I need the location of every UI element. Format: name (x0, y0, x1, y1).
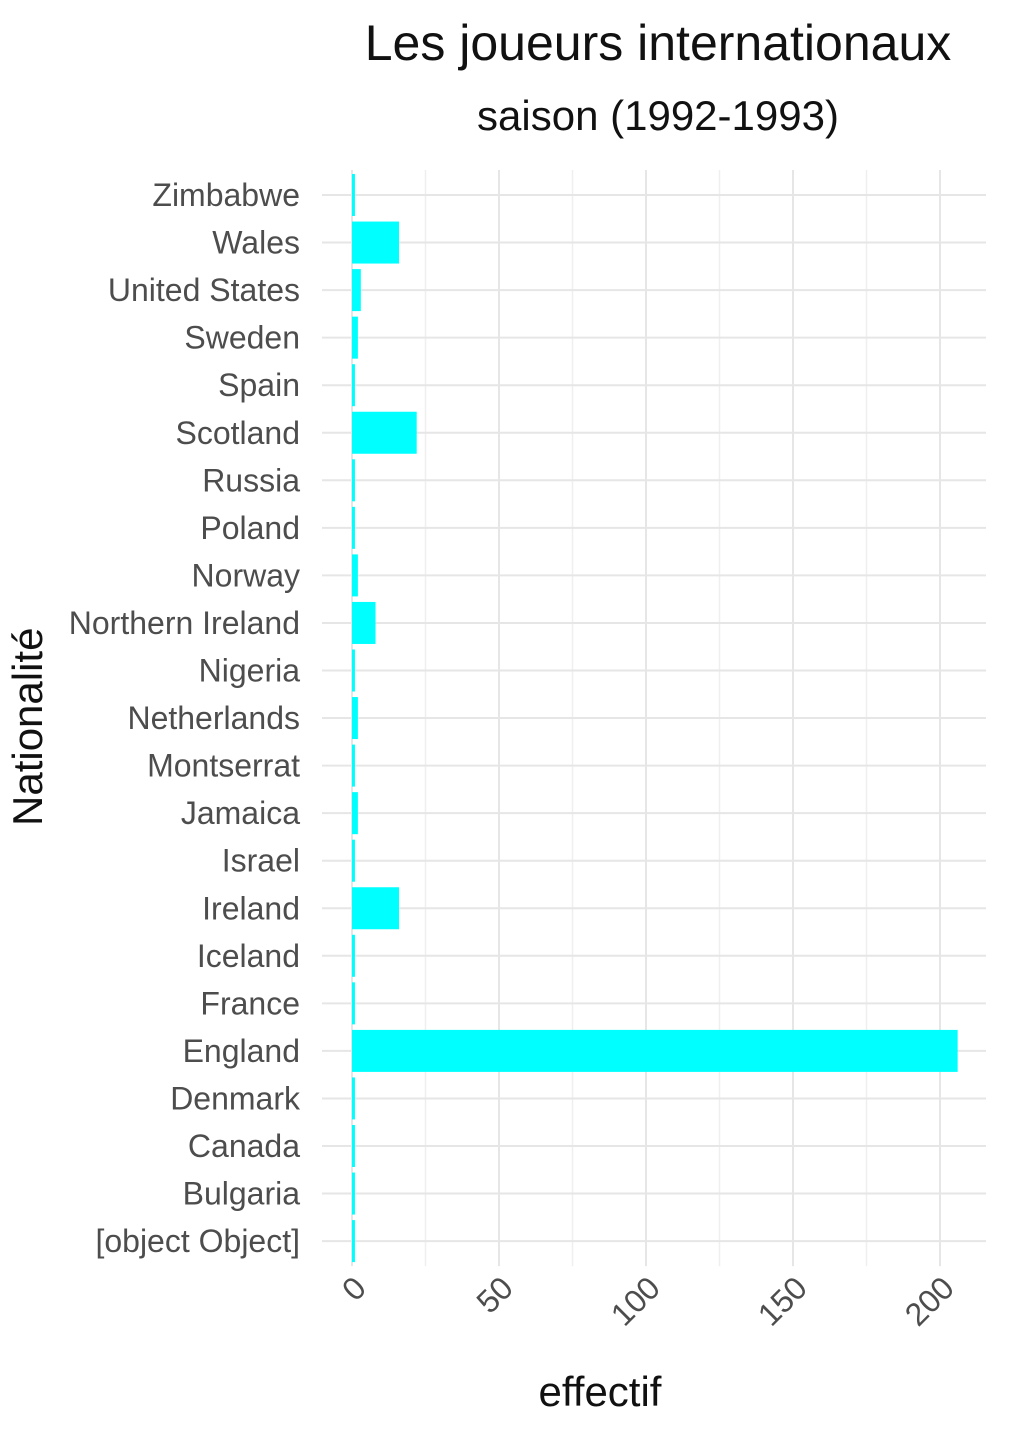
bar (352, 1077, 355, 1120)
chart-subtitle: saison (1992-1993) (477, 92, 839, 139)
bar (352, 744, 355, 787)
bar (352, 792, 358, 835)
y-tick-label: Nigeria (199, 653, 301, 689)
x-tick-labels: 0 50 100 150 200 (335, 1269, 961, 1332)
bar (352, 839, 355, 882)
y-tick-label: Northern Ireland (69, 605, 300, 641)
bar (352, 1125, 355, 1167)
bar (352, 697, 358, 740)
y-tick-label: Jamaica (181, 795, 300, 831)
bar (352, 364, 355, 407)
bar (352, 649, 355, 692)
y-tick-label: France (200, 985, 300, 1021)
y-tick-label: Canada (188, 1128, 300, 1164)
y-tick-label: Sweden (184, 320, 300, 356)
x-axis-label: effectif (538, 1368, 662, 1415)
y-tick-label: Spain (218, 367, 300, 403)
y-tick-label: Iceland (197, 938, 300, 974)
y-tick-labels: Zimbabwe Wales United States Sweden Spain Sco… (69, 177, 301, 1259)
bar (352, 1220, 355, 1263)
y-tick-label: Israel (222, 843, 300, 879)
y-tick-label: Poland (200, 510, 300, 546)
x-tick-label: 200 (898, 1269, 961, 1332)
y-tick-label: Zimbabwe (152, 177, 300, 213)
y-tick-label: Montserrat (147, 748, 300, 784)
x-tick-label: 100 (604, 1269, 667, 1332)
x-tick-label: 0 (335, 1269, 373, 1307)
bar (352, 221, 400, 264)
x-tick-label: 150 (751, 1269, 814, 1332)
bar (352, 174, 355, 216)
y-tick-label: Norway (192, 557, 300, 593)
y-tick-label: Wales (212, 225, 300, 261)
bar (352, 411, 417, 454)
bar (352, 887, 400, 930)
y-tick-label: United States (108, 272, 300, 308)
y-tick-label: [object Object] (95, 1223, 300, 1259)
y-tick-label: Russia (202, 462, 300, 498)
grid (322, 170, 986, 1267)
y-tick-label: Netherlands (127, 700, 300, 736)
y-tick-label: Scotland (175, 415, 300, 451)
bar (352, 982, 355, 1025)
bar (352, 459, 355, 502)
bar (352, 506, 355, 549)
bar (352, 601, 376, 644)
bar (352, 554, 358, 597)
bar (352, 316, 358, 359)
y-tick-label: Bulgaria (183, 1176, 301, 1212)
bars (352, 174, 958, 1263)
y-tick-label: Ireland (202, 890, 300, 926)
y-axis-label: Nationalité (4, 627, 51, 826)
x-tick-label: 50 (469, 1269, 520, 1320)
bar (352, 934, 355, 977)
bar (352, 1172, 355, 1215)
bar (352, 1029, 958, 1072)
y-tick-label: Denmark (170, 1080, 301, 1116)
bar (352, 269, 361, 312)
chart-title: Les joueurs internationaux (364, 15, 952, 71)
y-tick-label: England (183, 1033, 300, 1069)
